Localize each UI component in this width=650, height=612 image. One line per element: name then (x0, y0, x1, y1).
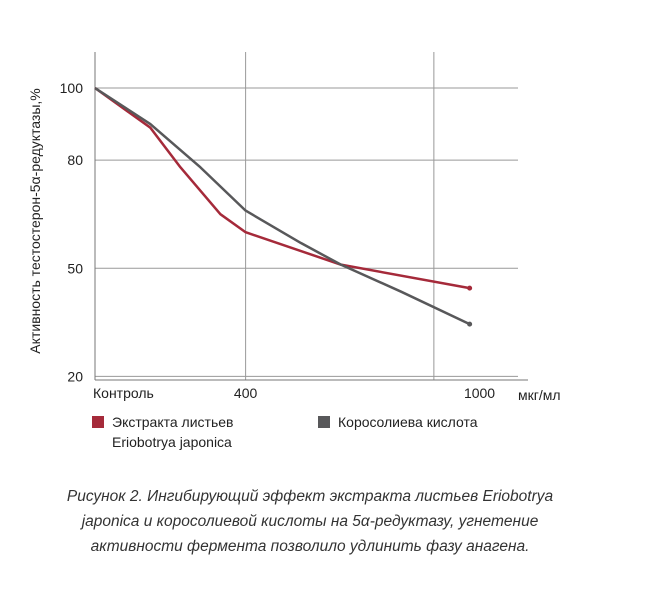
x-tick-label: 1000 (464, 385, 495, 401)
x-tick-label: Контроль (93, 385, 154, 401)
legend-swatch (92, 416, 104, 428)
y-tick-label: 80 (67, 152, 83, 168)
legend-label: Экстракта листьев Eriobotrya japonica (112, 414, 234, 450)
y-axis-label: Активность тестостерон-5α-редуктазы,% (27, 88, 43, 353)
y-tick-label: 20 (67, 368, 83, 384)
end-point (467, 285, 473, 291)
y-tick-label: 50 (67, 260, 83, 276)
x-tick-label: 400 (234, 385, 258, 401)
caption: Рисунок 2. Ингибирующий эффект экстракта… (66, 488, 554, 555)
end-point (467, 321, 473, 327)
legend-swatch (318, 416, 330, 428)
series-line (94, 87, 470, 290)
x-axis-label: мкг/мл (518, 387, 561, 403)
legend-item: Экстракта листьев Eriobotrya japonica (92, 412, 272, 452)
y-tick-label: 100 (60, 80, 84, 96)
series-line (94, 86, 471, 326)
legend-item: Короcолиева кислота (318, 412, 538, 432)
legend-label: Короcолиева кислота (338, 414, 478, 430)
